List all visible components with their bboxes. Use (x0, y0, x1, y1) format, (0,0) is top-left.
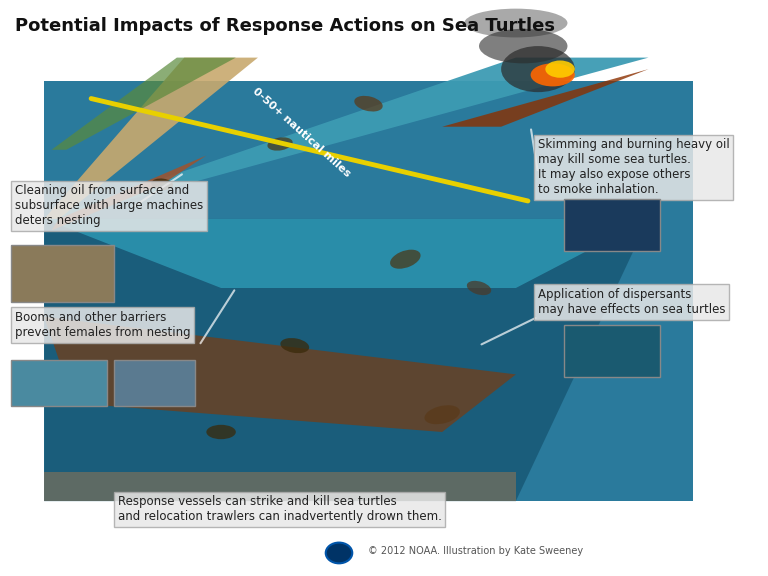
Ellipse shape (467, 281, 492, 295)
Ellipse shape (390, 249, 421, 269)
Ellipse shape (465, 9, 568, 37)
Text: 0-50+ nautical miles: 0-50+ nautical miles (250, 86, 353, 179)
Polygon shape (45, 58, 648, 219)
Ellipse shape (425, 406, 460, 424)
Text: Application of dispersants
may have effects on sea turtles: Application of dispersants may have effe… (538, 288, 726, 316)
Text: Booms and other barriers
prevent females from nesting: Booms and other barriers prevent females… (15, 311, 190, 339)
Polygon shape (45, 317, 516, 432)
FancyBboxPatch shape (11, 360, 107, 406)
Text: Skimming and burning heavy oil
may kill some sea turtles.
It may also expose oth: Skimming and burning heavy oil may kill … (538, 138, 730, 196)
Ellipse shape (207, 425, 236, 439)
Polygon shape (45, 81, 693, 501)
Ellipse shape (354, 96, 382, 112)
FancyBboxPatch shape (11, 245, 114, 302)
Ellipse shape (280, 338, 310, 353)
Polygon shape (45, 58, 258, 219)
Ellipse shape (151, 179, 173, 190)
Circle shape (326, 543, 353, 563)
Ellipse shape (479, 29, 568, 63)
Polygon shape (45, 219, 648, 288)
Text: © 2012 NOAA. Illustration by Kate Sweeney: © 2012 NOAA. Illustration by Kate Sweene… (369, 546, 584, 556)
FancyBboxPatch shape (564, 325, 660, 377)
Polygon shape (45, 219, 648, 501)
Text: Response vessels can strike and kill sea turtles
and relocation trawlers can ina: Response vessels can strike and kill sea… (118, 495, 442, 524)
Ellipse shape (545, 60, 574, 78)
Polygon shape (45, 472, 516, 501)
Ellipse shape (267, 137, 293, 151)
FancyBboxPatch shape (114, 360, 195, 406)
Polygon shape (442, 69, 648, 127)
Polygon shape (51, 156, 207, 230)
Polygon shape (51, 58, 236, 150)
FancyBboxPatch shape (564, 199, 660, 251)
Ellipse shape (531, 63, 574, 86)
Text: Cleaning oil from surface and
subsurface with large machines
deters nesting: Cleaning oil from surface and subsurface… (15, 184, 203, 228)
Ellipse shape (502, 46, 574, 92)
Text: Potential Impacts of Response Actions on Sea Turtles: Potential Impacts of Response Actions on… (15, 17, 554, 35)
